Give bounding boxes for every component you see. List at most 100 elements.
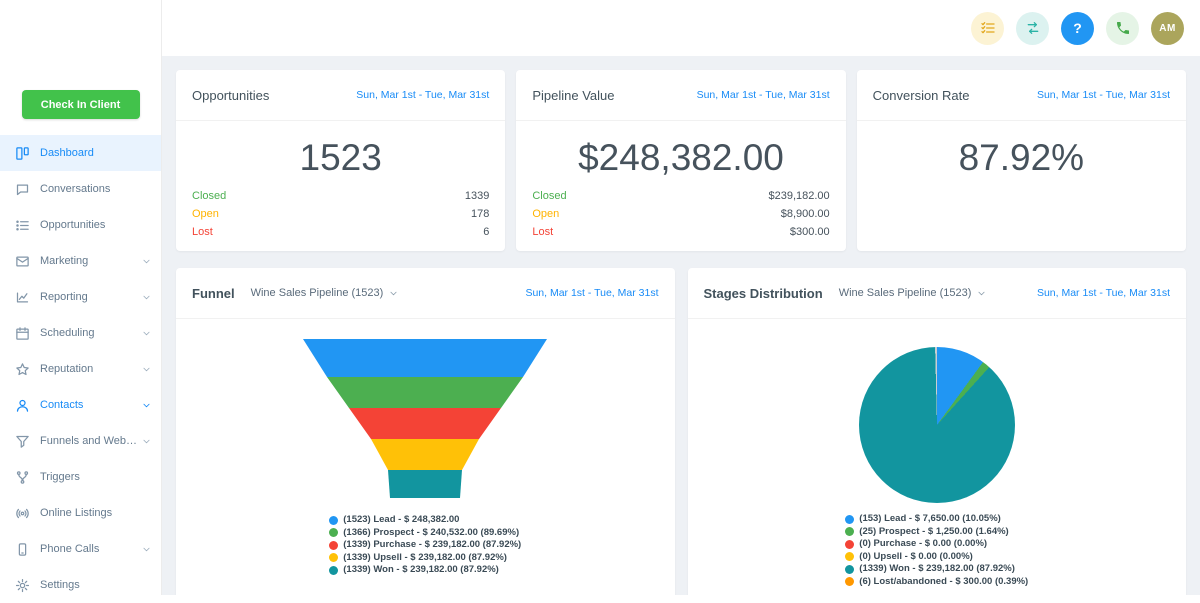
legend-item[interactable]: (1339) Won - $ 239,182.00 (87.92%) <box>329 564 521 577</box>
date-range[interactable]: Sun, Mar 1st - Tue, Mar 31st <box>1036 89 1170 101</box>
sidebar-item[interactable]: Phone Calls <box>0 531 161 567</box>
sidebar-nav: Dashboard Conversations Opportunities Ma… <box>0 135 161 603</box>
sidebar-item-label: Conversations <box>40 183 111 195</box>
legend-dot <box>845 514 855 524</box>
date-range[interactable]: Sun, Mar 1st - Tue, Mar 31st <box>525 287 659 299</box>
legend-item[interactable]: (25) Prospect - $ 1,250.00 (1.64%) <box>845 526 1028 539</box>
sidebar-item-label: Funnels and Websites <box>40 435 142 447</box>
sidebar-item[interactable]: Marketing <box>0 243 161 279</box>
stat-label: Lost <box>532 226 554 238</box>
legend-dot <box>329 553 339 563</box>
chart-cards-row: Funnel Wine Sales Pipeline (1523) Sun, M… <box>176 268 1186 595</box>
sidebar-item[interactable]: Funnels and Websites <box>0 423 161 459</box>
sidebar-item[interactable]: Reporting <box>0 279 161 315</box>
date-range[interactable]: Sun, Mar 1st - Tue, Mar 31st <box>356 89 490 101</box>
card-header: Funnel Wine Sales Pipeline (1523) Sun, M… <box>176 268 675 319</box>
help-button[interactable]: ? <box>1061 11 1094 45</box>
legend-item[interactable]: (1339) Upsell - $ 239,182.00 (87.92%) <box>329 552 521 565</box>
sidebar-item-label: Scheduling <box>40 327 95 339</box>
sidebar-item[interactable]: Scheduling <box>0 315 161 351</box>
sidebar-item-label: Triggers <box>40 471 80 483</box>
transfer-arrows-icon <box>1025 20 1041 36</box>
stat-row: Lost $300.00 <box>532 226 829 238</box>
sidebar-item-label: Contacts <box>40 399 84 411</box>
sidebar-item-icon <box>15 362 30 377</box>
legend-text: (1366) Prospect - $ 240,532.00 (89.69%) <box>343 526 520 538</box>
pipeline-selector-value: Wine Sales Pipeline (1523) <box>838 287 972 299</box>
sidebar-item-icon <box>15 146 30 161</box>
legend-text: (1339) Won - $ 239,182.00 (87.92%) <box>343 564 499 575</box>
stages-pie-chart <box>858 347 1015 503</box>
sidebar-item-label: Phone Calls <box>40 543 100 555</box>
funnel-chart <box>301 339 549 498</box>
sidebar-item[interactable]: Triggers <box>0 459 161 495</box>
sidebar-item[interactable]: Settings <box>0 567 161 603</box>
legend-item[interactable]: (153) Lead - $ 7,650.00 (10.05%) <box>845 513 1028 526</box>
legend-text: (0) Purchase - $ 0.00 (0.00%) <box>859 538 988 549</box>
task-list-button[interactable] <box>971 11 1004 45</box>
sidebar-item-icon <box>15 326 30 341</box>
pipeline-value-card: Pipeline Value Sun, Mar 1st - Tue, Mar 3… <box>516 70 846 251</box>
sidebar-item-icon <box>15 290 30 305</box>
sidebar-item-icon <box>15 218 30 233</box>
stat-rows: Closed $239,182.00 Open $8,900.00 Lost $… <box>516 184 845 251</box>
chevron-down-icon <box>142 293 151 302</box>
sidebar-item[interactable]: Conversations <box>0 171 161 207</box>
legend-dot <box>845 552 855 562</box>
stat-label: Lost <box>192 226 213 238</box>
stat-label: Closed <box>532 190 567 202</box>
legend-item[interactable]: (1339) Won - $ 239,182.00 (87.92%) <box>845 563 1028 576</box>
chevron-down-icon <box>142 257 151 266</box>
pipeline-selector[interactable]: Wine Sales Pipeline (1523) <box>251 287 399 299</box>
legend-dot <box>845 577 855 587</box>
legend-text: (6) Lost/abandoned - $ 300.00 (0.39%) <box>859 575 1029 587</box>
legend-item[interactable]: (0) Upsell - $ 0.00 (0.00%) <box>845 551 1028 564</box>
legend-item[interactable]: (1339) Purchase - $ 239,182.00 (87.92%) <box>329 539 521 552</box>
legend-text: (1339) Upsell - $ 239,182.00 (87.92%) <box>343 551 507 563</box>
stat-row: Closed 1339 <box>192 190 489 202</box>
sidebar-item[interactable]: Reputation <box>0 351 161 387</box>
phone-icon <box>1115 20 1131 36</box>
stat-value: 6 <box>483 226 490 238</box>
sidebar-item[interactable]: Dashboard <box>0 135 161 171</box>
legend-dot <box>845 527 855 537</box>
stat-row: Open $8,900.00 <box>532 208 829 220</box>
funnel-card: Funnel Wine Sales Pipeline (1523) Sun, M… <box>176 268 675 595</box>
date-range[interactable]: Sun, Mar 1st - Tue, Mar 31st <box>1036 287 1170 299</box>
sidebar-item-icon <box>15 542 30 557</box>
card-header: Opportunities Sun, Mar 1st - Tue, Mar 31… <box>176 70 506 121</box>
sidebar-item-label: Settings <box>40 579 80 591</box>
legend-text: (0) Upsell - $ 0.00 (0.00%) <box>859 550 973 562</box>
switch-account-button[interactable] <box>1016 11 1049 45</box>
pipeline-selector[interactable]: Wine Sales Pipeline (1523) <box>839 287 987 299</box>
sidebar-item[interactable]: Opportunities <box>0 207 161 243</box>
chevron-down-icon <box>142 401 151 410</box>
date-range[interactable]: Sun, Mar 1st - Tue, Mar 31st <box>696 89 830 101</box>
legend-item[interactable]: (6) Lost/abandoned - $ 300.00 (0.39%) <box>845 576 1028 589</box>
sidebar-item[interactable]: Contacts <box>0 387 161 423</box>
stat-value: 178 <box>470 208 490 220</box>
legend-text: (1339) Won - $ 239,182.00 (87.92%) <box>859 563 1015 574</box>
legend-dot <box>329 528 339 538</box>
sidebar-item-icon <box>15 398 30 413</box>
card-title: Opportunities <box>192 87 270 103</box>
stat-rows <box>857 238 1186 251</box>
funnel-legend: (1523) Lead - $ 248,382.00 (1366) Prospe… <box>329 514 521 577</box>
stages-chart-body: (153) Lead - $ 7,650.00 (10.05%) (25) Pr… <box>688 319 1187 595</box>
sidebar-item-icon <box>15 182 30 197</box>
stat-value: $300.00 <box>789 226 830 238</box>
chevron-down-icon <box>389 289 398 298</box>
dashboard-main: Opportunities Sun, Mar 1st - Tue, Mar 31… <box>162 56 1200 595</box>
avatar[interactable]: AM <box>1151 11 1184 45</box>
stat-label: Open <box>192 208 219 220</box>
pipeline-value-total: $248,382.00 <box>578 137 784 178</box>
sidebar-item-icon <box>15 434 30 449</box>
conversion-rate-total: 87.92% <box>958 137 1085 178</box>
check-in-client-button[interactable]: Check In Client <box>21 90 140 119</box>
sidebar-item[interactable]: Online Listings <box>0 495 161 531</box>
legend-item[interactable]: (1366) Prospect - $ 240,532.00 (89.69%) <box>329 527 521 540</box>
phone-button[interactable] <box>1106 11 1139 45</box>
pipeline-selector-value: Wine Sales Pipeline (1523) <box>250 287 384 299</box>
legend-item[interactable]: (0) Purchase - $ 0.00 (0.00%) <box>845 538 1028 551</box>
legend-item[interactable]: (1523) Lead - $ 248,382.00 <box>329 514 521 527</box>
